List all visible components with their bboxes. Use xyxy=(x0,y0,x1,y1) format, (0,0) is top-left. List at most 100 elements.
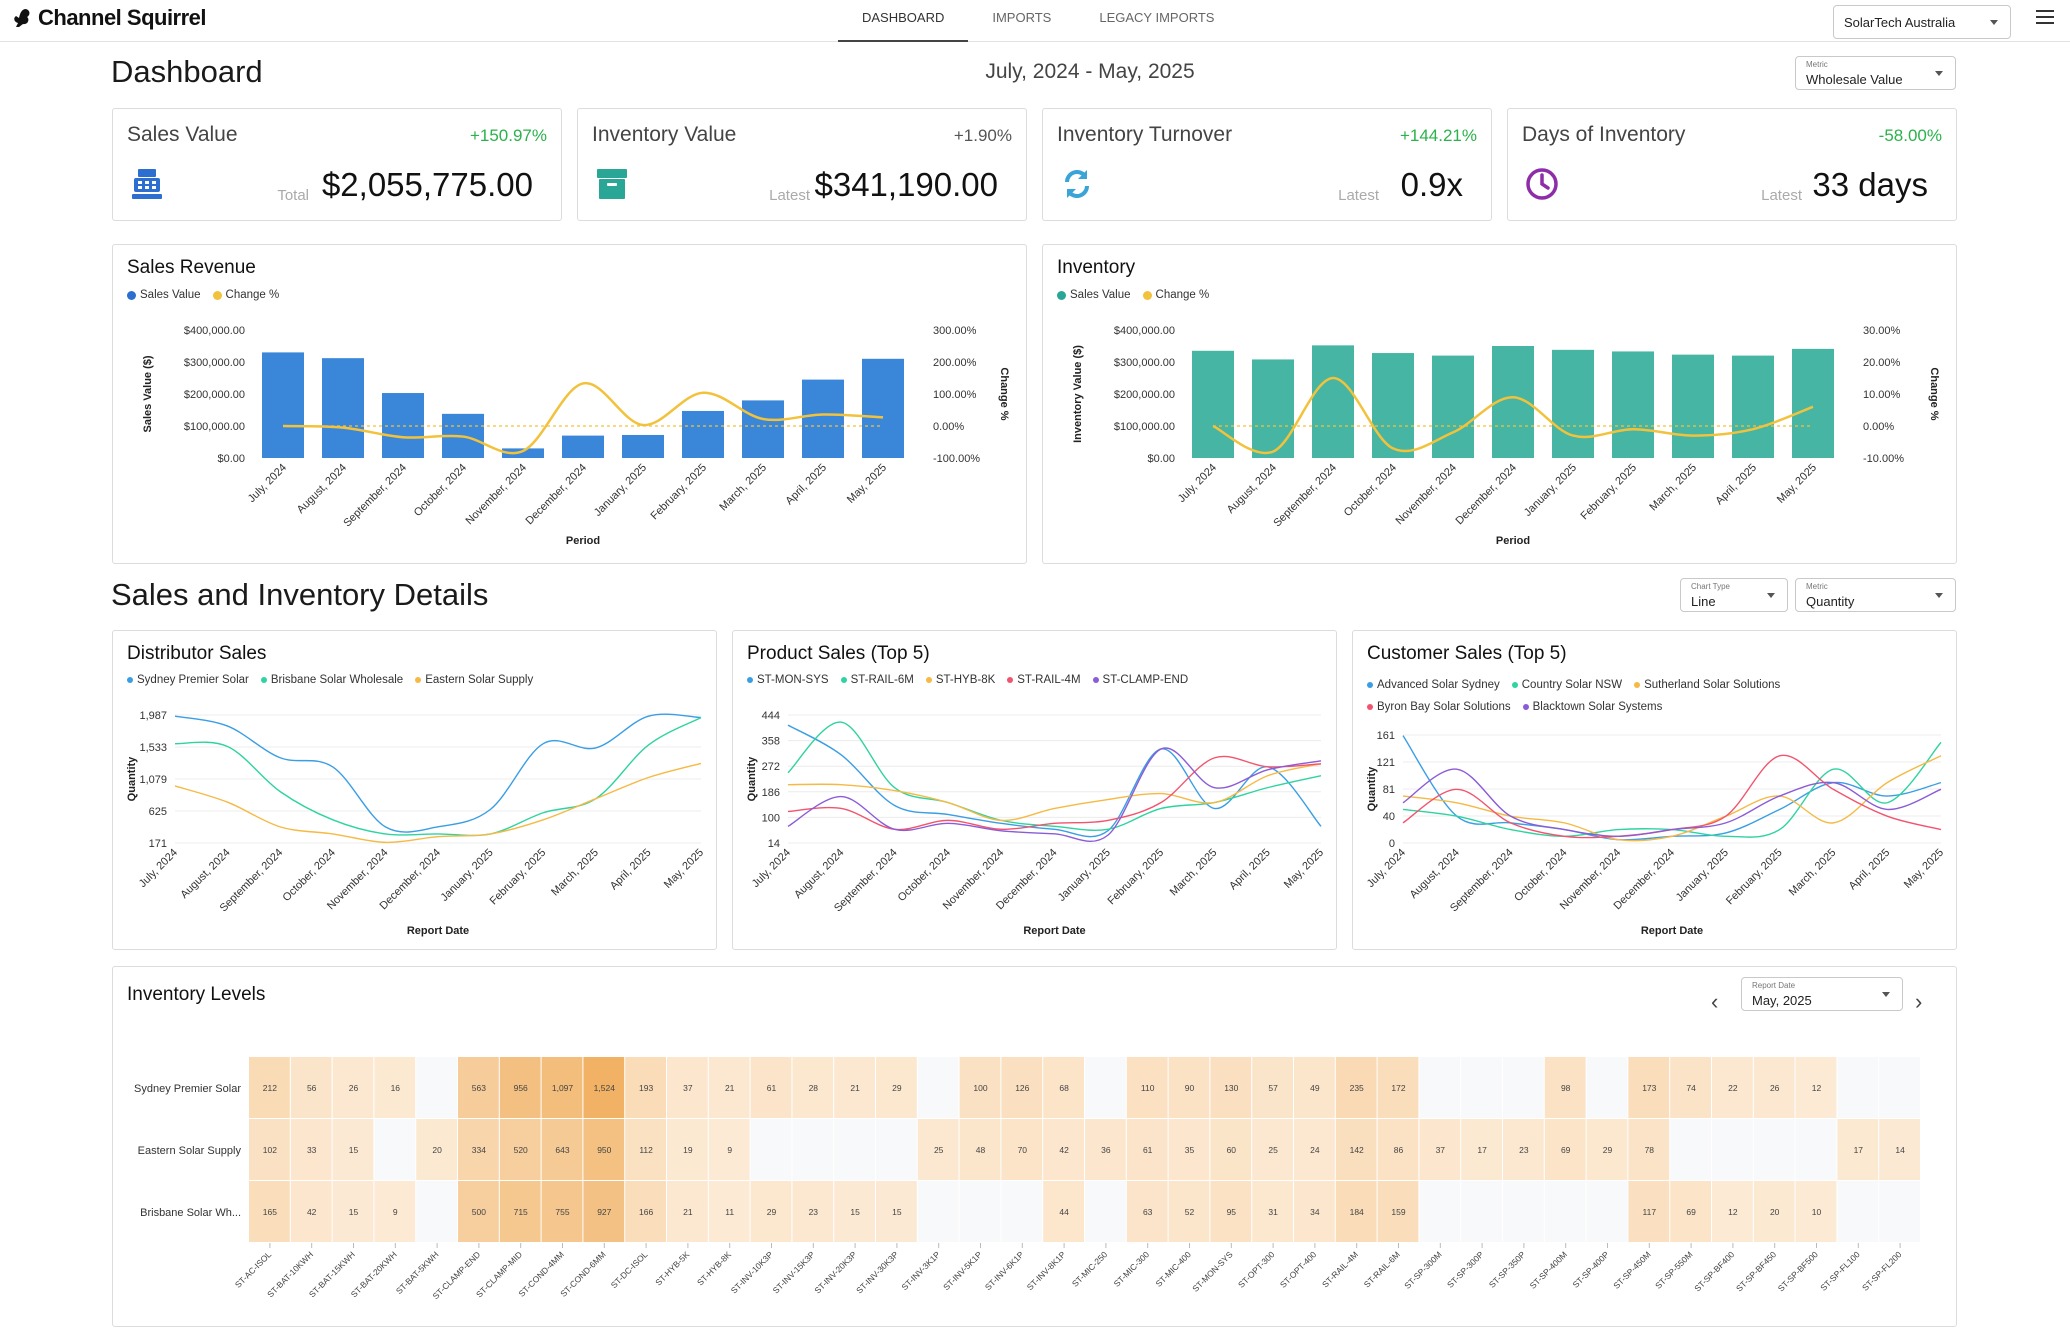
x-tick-label: May, 2025 xyxy=(1902,847,1946,891)
tab-legacy-imports[interactable]: LEGACY IMPORTS xyxy=(1099,10,1215,25)
legend-dot xyxy=(1142,290,1152,300)
x-tick-label: October, 2024 xyxy=(412,462,469,519)
heatmap-cell-value: 112 xyxy=(639,1145,653,1155)
bar xyxy=(1792,348,1834,458)
heatmap-cell xyxy=(1419,1057,1461,1118)
x-tick-label: ST-RAIL-6M xyxy=(1362,1249,1402,1289)
tenant-select[interactable]: SolarTech Australia xyxy=(1833,5,2011,39)
y2-axis-label: Change % xyxy=(1928,367,1940,420)
heatmap-cell-value: 33 xyxy=(307,1145,317,1155)
legend-label: Blacktown Solar Systems xyxy=(1532,701,1663,713)
kpi-card-inventory-value: Inventory Value +1.90% Latest $341,190.0… xyxy=(577,108,1027,221)
heatmap-cell xyxy=(1419,1119,1461,1180)
y-tick-label: $300,000.00 xyxy=(1114,357,1175,369)
heatmap-cell-value: 37 xyxy=(683,1083,693,1093)
legend-item[interactable]: ST-RAIL-6M xyxy=(840,674,914,686)
legend-item[interactable]: Sales Value xyxy=(1057,289,1131,301)
legend-item[interactable]: ST-RAIL-4M xyxy=(1007,674,1081,686)
legend-label: Sydney Premier Solar xyxy=(137,674,249,686)
chart-type-select[interactable]: Chart Type Line xyxy=(1680,578,1788,612)
legend-item[interactable]: Brisbane Solar Wholesale xyxy=(260,674,403,686)
heatmap-cell-value: 42 xyxy=(307,1207,317,1217)
heatmap-cell xyxy=(1544,1119,1586,1180)
legend-item[interactable]: ST-CLAMP-END xyxy=(1092,674,1188,686)
chevron-right-icon[interactable]: › xyxy=(1915,989,1923,1014)
kpi-card-inventory-turnover: Inventory Turnover +144.21% Latest 0.9x xyxy=(1042,108,1492,221)
legend-item[interactable]: Change % xyxy=(212,289,279,301)
series-line xyxy=(787,763,1322,822)
y-tick-label: 14 xyxy=(768,838,780,850)
heatmap-cell xyxy=(834,1119,875,1180)
legend-item[interactable]: Blacktown Solar Systems xyxy=(1522,696,1663,718)
x-tick-label: ST-SP-400M xyxy=(1528,1249,1569,1290)
heatmap-cell-value: 12 xyxy=(1812,1083,1822,1093)
heatmap-cell xyxy=(1461,1057,1502,1118)
heatmap-cell xyxy=(499,1181,541,1242)
bar xyxy=(862,358,904,458)
heatmap-cell-value: 1,524 xyxy=(594,1083,616,1093)
heatmap-cell xyxy=(1503,1181,1544,1242)
inventory-chart: $0.00 $100,000.00 $200,000.00 $300,000.00 $4… xyxy=(1072,325,1940,547)
heatmap-cell-value: 56 xyxy=(307,1083,317,1093)
report-date-label: Report Date xyxy=(1752,981,1796,990)
x-axis-label: Report Date xyxy=(1023,925,1085,937)
heatmap-cell-value: 22 xyxy=(1728,1083,1738,1093)
heatmap-cell-value: 21 xyxy=(683,1207,693,1217)
tab-dashboard[interactable]: DASHBOARD xyxy=(838,0,969,42)
metric-select[interactable]: Metric Wholesale Value xyxy=(1795,56,1956,90)
inventory-card: Inventory Sales Value Change % $0.00 $100… xyxy=(1042,244,1957,564)
tab-imports[interactable]: IMPORTS xyxy=(992,10,1052,25)
date-range: July, 2024 - May, 2025 xyxy=(985,60,1195,83)
page-title: Dashboard xyxy=(111,54,263,89)
details-metric-select[interactable]: Metric Quantity xyxy=(1795,578,1956,612)
heatmap-cell-value: 29 xyxy=(892,1083,902,1093)
kpi-change: +1.90% xyxy=(953,126,1012,145)
legend-item[interactable]: Eastern Solar Supply xyxy=(415,674,533,686)
heatmap-cell xyxy=(1043,1057,1084,1118)
heatmap-cell xyxy=(1712,1119,1753,1180)
heatmap-cell-value: 29 xyxy=(767,1207,777,1217)
x-tick-label: ST-MON-SYS xyxy=(1190,1249,1235,1294)
legend-item[interactable]: ST-HYB-8K xyxy=(925,674,995,686)
legend-item[interactable]: Change % xyxy=(1142,289,1209,301)
legend-dot xyxy=(1522,704,1529,710)
x-tick-label: ST-COND-6MM xyxy=(558,1249,607,1298)
legend-item[interactable]: Advanced Solar Sydney xyxy=(1367,674,1500,696)
y2-tick-label: 200.00% xyxy=(933,357,977,369)
heatmap-cell xyxy=(1628,1057,1670,1118)
menu-icon[interactable] xyxy=(2036,10,2054,28)
heatmap-row-label: Eastern Solar Supply xyxy=(138,1145,242,1157)
heatmap-cell xyxy=(1043,1181,1084,1242)
y-axis-label: Sales Value ($) xyxy=(142,355,154,432)
heatmap-cell xyxy=(583,1057,625,1118)
report-date-select[interactable]: Report Date May, 2025 xyxy=(1741,977,1903,1011)
chevron-down-icon xyxy=(1882,992,1890,997)
details-metric-label: Metric xyxy=(1806,582,1828,591)
legend-item[interactable]: Sydney Premier Solar xyxy=(127,674,249,686)
x-tick-label: April, 2025 xyxy=(1847,847,1893,893)
kpi-sub-label: Latest xyxy=(1761,187,1802,204)
bar xyxy=(1612,351,1654,458)
y-tick-label: 186 xyxy=(762,787,780,799)
heatmap-cell xyxy=(290,1119,332,1180)
kpi-change: +150.97% xyxy=(469,126,547,145)
chevron-left-icon[interactable]: ‹ xyxy=(1711,989,1719,1014)
legend-item[interactable]: Country Solar NSW xyxy=(1511,674,1622,696)
legend-item[interactable]: ST-MON-SYS xyxy=(747,674,829,686)
y-tick-label: 444 xyxy=(762,710,780,722)
x-tick-label: February, 2025 xyxy=(648,462,709,523)
legend-dot xyxy=(840,677,847,683)
heatmap-cell-value: 57 xyxy=(1268,1083,1278,1093)
heatmap-cell xyxy=(1085,1181,1126,1242)
legend-item[interactable]: Sutherland Solar Solutions xyxy=(1634,674,1780,696)
heatmap-cell-value: 9 xyxy=(393,1207,398,1217)
heatmap-cell xyxy=(917,1181,959,1242)
chart-legend: Sydney Premier Solar Brisbane Solar Whol… xyxy=(127,674,687,686)
chart-title: Product Sales (Top 5) xyxy=(747,643,930,664)
heatmap-cell xyxy=(458,1181,499,1242)
x-tick-label: ST-SP-BF500 xyxy=(1776,1249,1820,1293)
y-tick-label: 100 xyxy=(762,812,780,824)
legend-item[interactable]: Sales Value xyxy=(127,289,201,301)
legend-item[interactable]: Byron Bay Solar Solutions xyxy=(1367,696,1511,718)
app-logo[interactable]: Channel Squirrel xyxy=(10,5,207,31)
